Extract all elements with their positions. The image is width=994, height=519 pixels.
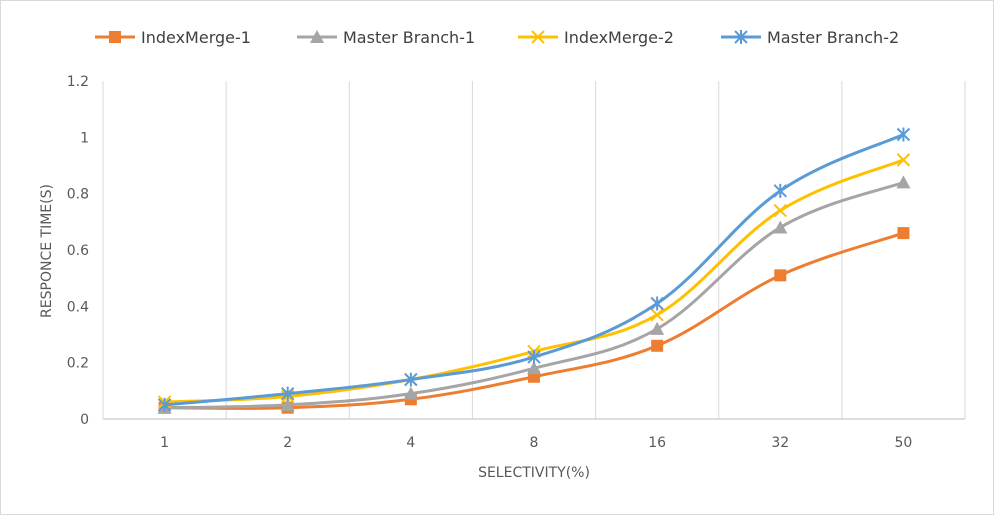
legend-marker <box>734 30 748 44</box>
legend-item: IndexMerge-2 <box>518 28 674 47</box>
x-tick-label: 50 <box>895 435 913 451</box>
legend-label: Master Branch-2 <box>767 28 899 47</box>
legend-item: Master Branch-1 <box>297 28 475 47</box>
y-tick-label: 1.2 <box>67 74 89 90</box>
x-tick-label: 4 <box>406 435 415 451</box>
y-tick-label: 0.8 <box>67 187 89 203</box>
data-point <box>527 361 541 375</box>
data-point <box>897 227 910 240</box>
x-tick-label: 16 <box>648 435 666 451</box>
legend-label: IndexMerge-2 <box>564 28 674 47</box>
legend-marker <box>310 30 324 43</box>
data-point <box>651 339 664 352</box>
legend-item: Master Branch-2 <box>721 28 899 47</box>
legend-item: IndexMerge-1 <box>95 28 251 47</box>
y-tick-label: 0 <box>80 412 89 428</box>
data-point <box>403 386 418 400</box>
x-tick-label: 1 <box>160 435 169 451</box>
legend-marker <box>109 31 121 43</box>
data-point <box>773 220 788 234</box>
x-tick-label: 32 <box>771 435 789 451</box>
data-point <box>774 269 787 282</box>
y-axis-title: RESPONCE TIME(S) <box>39 184 55 318</box>
data-point <box>157 397 172 412</box>
x-tick-label: 8 <box>530 435 539 451</box>
data-point <box>773 183 787 198</box>
grid <box>102 81 966 419</box>
data-point <box>650 321 665 335</box>
x-axis-title: SELECTIVITY(%) <box>478 465 590 481</box>
y-tick-label: 1 <box>80 130 89 146</box>
series-master-branch-1 <box>157 175 911 414</box>
axis-labels: 0 0.2 0.4 0.6 0.8 1 1.2 1 2 4 8 16 32 50 <box>67 74 913 451</box>
data-point <box>773 203 787 218</box>
data-point <box>650 296 664 311</box>
data-point <box>404 372 418 387</box>
data-point <box>896 127 911 142</box>
y-tick-label: 0.2 <box>67 356 89 372</box>
y-tick-label: 0.6 <box>67 243 89 259</box>
x-tick-label: 2 <box>283 435 292 451</box>
data-point <box>650 308 664 322</box>
data-point <box>280 397 295 411</box>
data-point <box>527 350 541 365</box>
data-point <box>281 386 295 401</box>
data-point <box>896 153 911 167</box>
legend: IndexMerge-1 Master Branch-1 IndexMerge-2 M… <box>95 28 899 47</box>
data-point <box>896 175 911 189</box>
series-layer <box>157 127 911 414</box>
legend-label: Master Branch-1 <box>343 28 475 47</box>
series-indexmerge-1 <box>158 227 910 414</box>
y-tick-label: 0.4 <box>67 299 89 315</box>
series-master-branch-2 <box>157 127 911 412</box>
legend-marker <box>531 30 545 44</box>
legend-label: IndexMerge-1 <box>141 28 251 47</box>
